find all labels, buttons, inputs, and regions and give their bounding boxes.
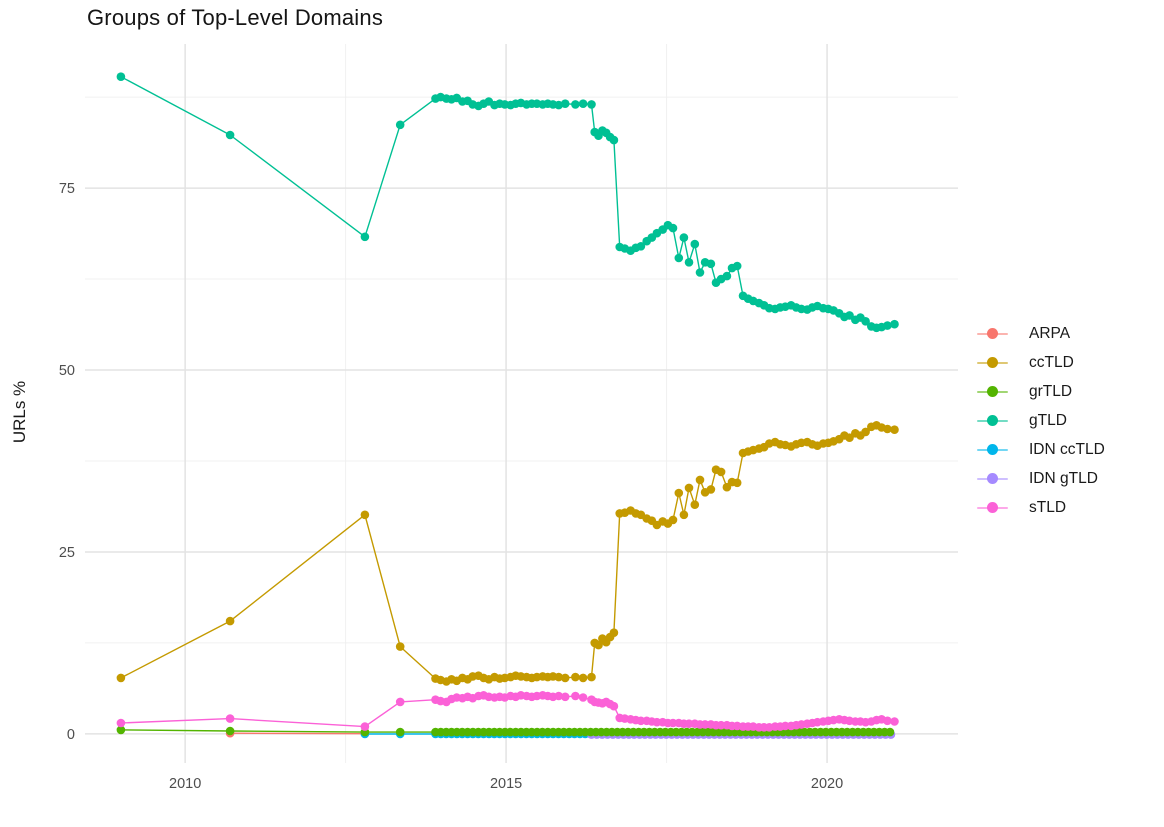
legend-key-icon-sTLD bbox=[977, 501, 1008, 514]
axis-tick-labels: 2010 2015 2020 0 25 50 75 bbox=[59, 181, 843, 792]
legend-key-icon-gTLD bbox=[977, 414, 1008, 427]
chart-title: Groups of Top-Level Domains bbox=[87, 5, 384, 30]
legend-label-IDN-ccTLD: IDN ccTLD bbox=[1029, 440, 1105, 458]
series-sTLD bbox=[116, 691, 899, 732]
legend-item-gTLD: gTLD bbox=[977, 406, 1105, 435]
legend-item-IDN-ccTLD: IDN ccTLD bbox=[977, 435, 1105, 464]
legend-label-grTLD: grTLD bbox=[1029, 382, 1073, 400]
legend-item-IDN-gTLD: IDN gTLD bbox=[977, 464, 1105, 493]
legend-item-grTLD: grTLD bbox=[977, 377, 1105, 406]
svg-text:75: 75 bbox=[59, 181, 75, 197]
grid-minor bbox=[85, 44, 958, 763]
legend-key-icon-ccTLD bbox=[977, 356, 1008, 369]
svg-text:25: 25 bbox=[59, 545, 75, 561]
svg-text:2010: 2010 bbox=[169, 776, 201, 792]
legend-label-ccTLD: ccTLD bbox=[1029, 353, 1074, 371]
legend-key-icon-IDN-gTLD bbox=[977, 472, 1008, 485]
svg-text:0: 0 bbox=[67, 727, 75, 743]
series-ARPA bbox=[225, 728, 370, 738]
legend-label-IDN-gTLD: IDN gTLD bbox=[1029, 469, 1098, 487]
legend-key-icon-IDN-ccTLD bbox=[977, 443, 1008, 456]
series-ccTLD bbox=[116, 421, 899, 686]
series-gTLD bbox=[116, 72, 899, 333]
legend-key-icon-ARPA bbox=[977, 327, 1008, 340]
series-grTLD bbox=[116, 725, 895, 737]
legend-label-ARPA: ARPA bbox=[1029, 324, 1071, 342]
legend-item-ARPA: ARPA bbox=[977, 319, 1105, 348]
svg-text:2015: 2015 bbox=[490, 776, 522, 792]
legend-label-sTLD: sTLD bbox=[1029, 498, 1067, 516]
grid-major bbox=[85, 44, 958, 763]
legend: ARPA ccTLD grTLD gTLD IDN ccTLD IDN gTLD sTLD bbox=[977, 319, 1105, 522]
svg-text:50: 50 bbox=[59, 363, 75, 379]
legend-item-ccTLD: ccTLD bbox=[977, 348, 1105, 377]
legend-key-icon-grTLD bbox=[977, 385, 1008, 398]
legend-label-gTLD: gTLD bbox=[1029, 411, 1067, 429]
legend-item-sTLD: sTLD bbox=[977, 493, 1105, 522]
svg-text:2020: 2020 bbox=[811, 776, 843, 792]
